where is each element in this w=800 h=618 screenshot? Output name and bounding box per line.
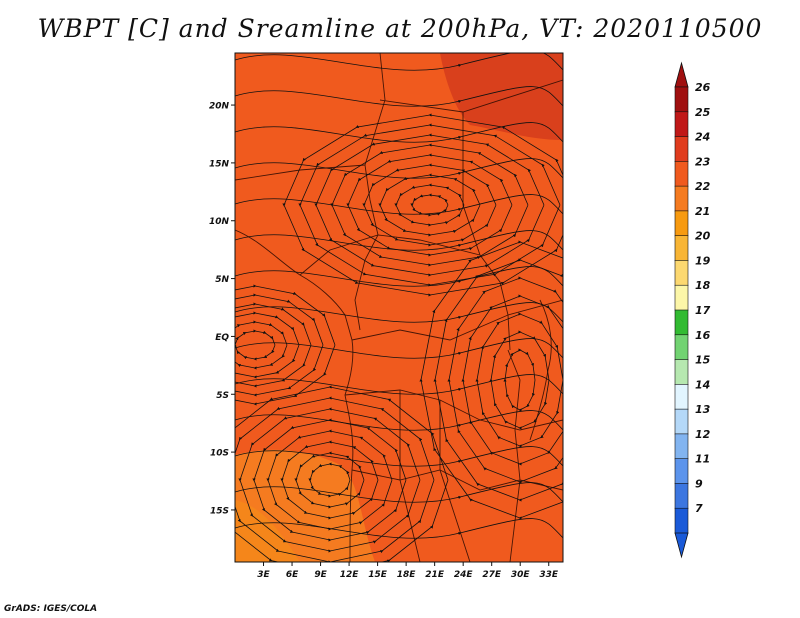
colorbar-label: 11: [695, 453, 710, 466]
streamline: [235, 374, 563, 395]
streamline: [235, 518, 563, 539]
colorbar-label: 25: [695, 106, 711, 119]
colorbar-segment: [674, 359, 689, 385]
colorbar-segment: [674, 161, 689, 187]
colorbar-label: 21: [695, 205, 710, 218]
lat-label: 10S: [210, 449, 229, 459]
streamline: [235, 410, 563, 431]
streamline: [235, 482, 563, 503]
colorbar-label: 20: [695, 230, 711, 243]
streamline: [235, 86, 563, 107]
colorbar-label: 14: [695, 378, 710, 391]
colorbar-label: 9: [695, 477, 703, 490]
lat-label: 10N: [209, 217, 230, 227]
colorbar-label: 26: [695, 81, 711, 94]
lat-label: 5N: [215, 275, 229, 285]
lon-label: 15E: [368, 570, 388, 580]
colorbar-segment: [674, 483, 689, 509]
chart-title: WBPT [C] and Sreamline at 200hPa, VT: 20…: [37, 14, 763, 43]
streamline: [235, 266, 563, 287]
streamline: [235, 122, 563, 143]
colorbar-label: 19: [695, 254, 711, 267]
colorbar-label: 7: [695, 502, 703, 515]
colorbar-segment: [674, 284, 689, 311]
streamline: [235, 446, 563, 467]
map-area: [235, 53, 563, 562]
streamline: [419, 240, 563, 520]
lat-label: 5S: [216, 391, 229, 401]
streamline: [235, 338, 563, 359]
lon-label: 24E: [454, 570, 474, 580]
lat-label: EQ: [215, 333, 229, 343]
colorbar-label: 16: [695, 329, 711, 342]
colorbar-segment: [674, 408, 689, 435]
lat-label: 20N: [209, 102, 230, 112]
lon-label: 27E: [482, 570, 502, 580]
colorbar-label: 23: [695, 155, 711, 168]
colorbar-label: 18: [695, 279, 711, 292]
streamline: [235, 230, 563, 251]
colorbar-segment: [674, 210, 689, 237]
lon-label: 6E: [286, 570, 299, 580]
colorbar-segment: [674, 309, 689, 336]
colorbar: 26 25 24 23 22 21 20 19 18 17 16 15 14 13 12 11 9 7: [674, 61, 711, 559]
lon-label: 18E: [397, 570, 417, 580]
lat-label: 15N: [209, 159, 230, 169]
map-frame: [234, 52, 564, 563]
colorbar-segment: [674, 111, 689, 138]
streamline: [235, 158, 563, 179]
colorbar-segment: [674, 185, 689, 212]
lat-label: 15S: [210, 506, 229, 516]
colorbar-segment: [674, 507, 689, 534]
lon-label: 12E: [340, 570, 360, 580]
colorbar-bottom-arrow: [674, 532, 689, 559]
colorbar-segment: [674, 86, 689, 113]
colorbar-segment: [674, 433, 689, 460]
colorbar-label: 24: [695, 131, 710, 144]
colorbar-segment: [674, 384, 689, 410]
lon-label: 21E: [425, 570, 445, 580]
latitude-axis: 20N 15N 10N 5N EQ 5S 10S 15S: [209, 102, 235, 516]
streamline: [235, 385, 449, 562]
lon-label: 30E: [511, 570, 531, 580]
grads-credit: GrADS: IGES/COLA: [4, 604, 98, 614]
lon-label: 9E: [314, 570, 327, 580]
lon-label: 33E: [539, 570, 559, 580]
colorbar-segment: [674, 235, 689, 262]
colorbar-label: 17: [695, 304, 711, 317]
colorbar-label: 22: [695, 180, 711, 193]
streamline: [235, 302, 563, 323]
colorbar-label: 13: [695, 403, 711, 416]
colorbar-segment: [674, 458, 689, 485]
longitude-axis: 3E 6E 9E 12E 15E 18E 21E 24E 27E 30E 33E: [257, 562, 559, 580]
streamline: [235, 194, 563, 215]
colorbar-top-arrow: [674, 61, 689, 88]
colorbar-segment: [674, 136, 689, 162]
streamline: [235, 53, 563, 71]
colorbar-label: 15: [695, 354, 711, 367]
colorbar-label: 12: [695, 428, 711, 441]
colorbar-segment: [674, 260, 689, 286]
colorbar-segment: [674, 334, 689, 361]
lon-label: 3E: [257, 570, 270, 580]
